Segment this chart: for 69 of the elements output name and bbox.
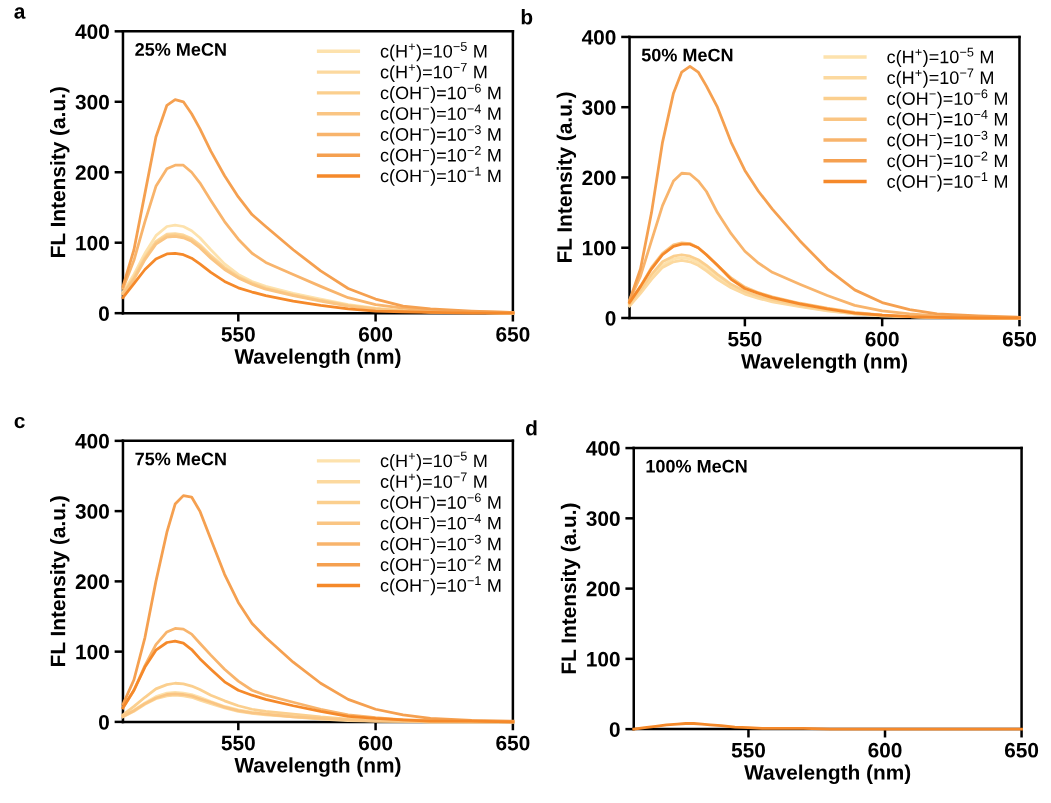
legend-label: c(OH$^{−}$)=10$^{−1}$ M — [380, 576, 501, 596]
y-tick-label: 0 — [605, 310, 616, 326]
y-tick-label: 400 — [75, 433, 109, 449]
legend-label: c(OH$^{−}$)=10$^{−4}$ M — [380, 104, 501, 124]
legend-label: c(H$^{+}$)=10$^{−7}$ M — [380, 62, 487, 83]
x-tick-label: 650 — [496, 735, 530, 751]
legend-label: c(OH$^{−}$)=10$^{−2}$ M — [380, 145, 501, 166]
y-tick-label: 100 — [76, 644, 109, 660]
y-tick-label: 0 — [609, 722, 620, 737]
y-axis-title: FL Intensity (a.u.) — [556, 92, 577, 263]
x-tick-label: 650 — [1002, 331, 1036, 347]
chart-title: b — [521, 9, 533, 25]
legend-label: c(OH$^{−}$)=10$^{−2}$ M — [887, 151, 1007, 171]
annotation: 25% MeCN — [135, 43, 226, 56]
y-axis-title: FL Intensity (a.u.) — [560, 503, 581, 674]
chart-title: a — [14, 7, 26, 19]
x-axis-title: Wavelength (nm) — [741, 353, 907, 373]
annotation: 75% MeCN — [135, 452, 226, 466]
legend-label: c(H$^{+}$)=10$^{−5}$ M — [380, 451, 487, 471]
x-tick-label: 600 — [358, 326, 393, 342]
legend-label: c(H$^{+}$)=10$^{−5}$ M — [380, 42, 487, 62]
y-axis-title: FL Intensity (a.u.) — [50, 87, 70, 257]
y-tick-label: 200 — [586, 581, 620, 597]
x-tick-label: 650 — [1004, 742, 1039, 758]
x-axis-title: Wavelength (nm) — [744, 764, 911, 785]
annotation: 100% MeCN — [646, 459, 747, 473]
y-tick-label: 200 — [75, 165, 109, 180]
legend-label: c(OH$^{−}$)=10$^{−6}$ M — [887, 89, 1007, 109]
y-tick-label: 300 — [582, 100, 616, 115]
y-tick-label: 100 — [582, 240, 616, 256]
y-tick-label: 0 — [99, 306, 109, 321]
x-tick-label: 550 — [728, 331, 762, 347]
legend-label: c(OH$^{−}$)=10$^{−4}$ M — [380, 513, 501, 534]
y-tick-label: 300 — [586, 511, 620, 527]
x-tick-label: 600 — [865, 331, 899, 347]
legend-label: c(OH$^{−}$)=10$^{−6}$ M — [380, 83, 501, 103]
y-tick-label: 400 — [581, 29, 616, 45]
y-axis-title: FL Intensity (a.u.) — [50, 496, 70, 667]
annotation: 50% MeCN — [641, 48, 733, 62]
legend-label: c(OH$^{−}$)=10$^{−3}$ M — [380, 125, 501, 145]
legend-label: c(OH$^{−}$)=10$^{−6}$ M — [380, 493, 501, 513]
x-tick-label: 600 — [868, 742, 902, 758]
legend-label: c(OH$^{−}$)=10$^{−1}$ M — [380, 166, 501, 186]
x-tick-label: 550 — [221, 735, 255, 751]
y-tick-label: 200 — [582, 170, 616, 186]
y-tick-label: 200 — [75, 574, 109, 590]
y-tick-label: 100 — [587, 651, 620, 667]
legend-label: c(H$^{+}$)=10$^{−5}$ M — [887, 47, 993, 67]
y-tick-label: 400 — [586, 441, 620, 456]
x-axis-title: Wavelength (nm) — [234, 757, 401, 777]
x-tick-label: 650 — [496, 326, 530, 342]
legend-label: c(OH$^{−}$)=10$^{−3}$ M — [887, 130, 1007, 151]
y-tick-label: 0 — [99, 714, 109, 730]
legend-label: c(H$^{+}$)=10$^{−7}$ M — [887, 68, 993, 88]
x-axis-title: Wavelength (nm) — [234, 348, 401, 369]
chart-title: c — [14, 416, 25, 429]
legend-label: c(OH$^{−}$)=10$^{−1}$ M — [887, 172, 1007, 192]
y-tick-label: 100 — [76, 235, 109, 251]
chart-title: d — [526, 420, 537, 436]
legend-label: c(OH$^{−}$)=10$^{−4}$ M — [887, 110, 1007, 130]
x-tick-label: 550 — [731, 742, 765, 758]
y-tick-label: 300 — [75, 504, 109, 519]
x-tick-label: 550 — [221, 326, 255, 342]
y-tick-label: 300 — [75, 94, 109, 110]
legend-label: c(OH$^{−}$)=10$^{−3}$ M — [380, 534, 501, 554]
legend-label: c(H$^{+}$)=10$^{−7}$ M — [380, 472, 487, 492]
x-tick-label: 600 — [358, 735, 393, 751]
legend-label: c(OH$^{−}$)=10$^{−2}$ M — [380, 555, 501, 575]
y-tick-label: 400 — [75, 24, 109, 40]
